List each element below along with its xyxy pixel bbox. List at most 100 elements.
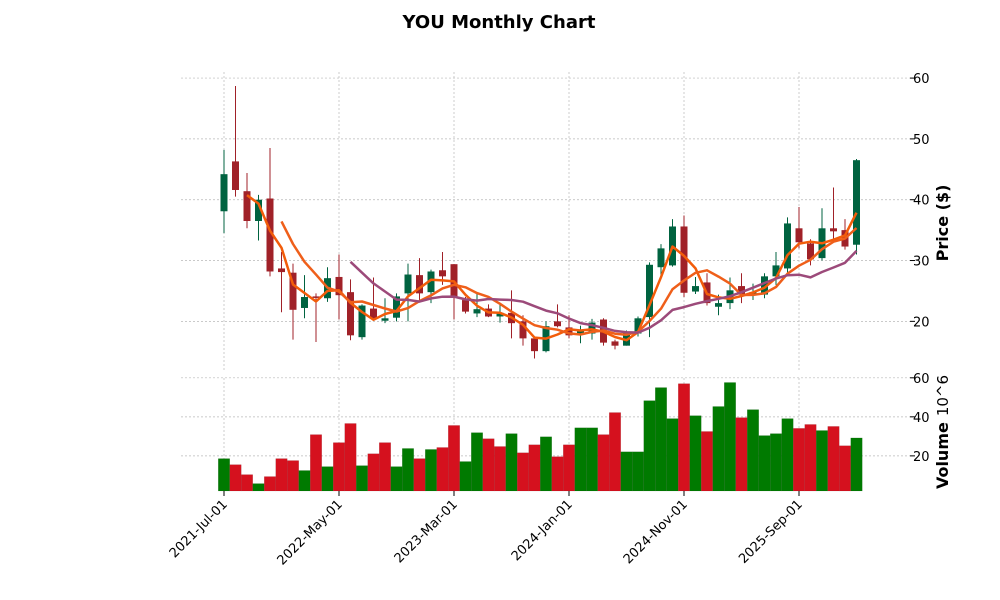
- volume-exponent: 10^6: [934, 375, 952, 416]
- candle-body: [738, 286, 745, 295]
- volume-bar: [620, 451, 633, 492]
- candle-body: [301, 297, 308, 308]
- volume-bar: [666, 418, 679, 492]
- moving-average-3: [246, 194, 858, 342]
- volume-bar: [229, 464, 242, 492]
- volume-bar: [678, 383, 690, 492]
- candle-body: [554, 321, 561, 327]
- volume-bar: [735, 417, 748, 492]
- volume-bar: [839, 445, 851, 492]
- x-tick-label: 2021-Jul-01: [167, 497, 231, 561]
- volume-bar: [379, 442, 391, 492]
- candle-body: [404, 274, 412, 294]
- svg-text:Volume10^6: Volume 10^6: [933, 375, 952, 489]
- candle-body: [347, 292, 354, 336]
- candle-body: [715, 303, 722, 307]
- volume-bar: [494, 446, 506, 492]
- volume-bar: [586, 427, 598, 492]
- volume-bar: [597, 434, 610, 492]
- candle-body: [243, 191, 251, 221]
- candle-body: [692, 286, 699, 292]
- volume-bar: [540, 436, 552, 492]
- volume-bar: [758, 435, 771, 492]
- candle-body: [278, 268, 285, 273]
- volume-bar: [390, 466, 403, 492]
- candle-body: [830, 228, 837, 232]
- volume-bar: [241, 474, 253, 492]
- volume-bar: [804, 424, 817, 492]
- candle-body: [312, 296, 320, 298]
- candle-body: [761, 276, 768, 295]
- volume-bar: [252, 483, 265, 492]
- candle-body: [370, 308, 377, 319]
- moving-average-6: [280, 220, 858, 336]
- price-tick-label: 50: [913, 133, 930, 148]
- candle-body: [634, 318, 642, 334]
- candle-body: [439, 270, 446, 277]
- volume-bar: [609, 412, 621, 492]
- candle-body: [646, 264, 653, 318]
- volume-axis-label: Volume 10^6: [933, 375, 952, 489]
- candle-body: [232, 161, 239, 190]
- volume-bar: [413, 458, 426, 492]
- volume-bar: [356, 465, 368, 492]
- volume-bar: [482, 438, 495, 492]
- candle-body: [289, 272, 297, 310]
- volume-tick-label: 60: [913, 372, 930, 387]
- volume-bar: [505, 433, 518, 492]
- candle-body: [611, 341, 619, 346]
- moving-average-12: [349, 250, 858, 334]
- volume-bar: [275, 458, 288, 492]
- candle-body: [531, 338, 538, 352]
- candle-body: [496, 312, 504, 317]
- x-tick-label: 2022-May-01: [275, 497, 346, 568]
- volume-bar: [770, 433, 782, 492]
- volume-bar: [724, 382, 736, 492]
- volume-bar: [712, 406, 725, 492]
- candle-body: [807, 243, 814, 260]
- x-tick-label: 2024-Nov-01: [621, 497, 691, 567]
- volume-bar: [402, 448, 414, 492]
- volume-bar: [574, 427, 587, 492]
- candle-body: [416, 275, 423, 294]
- volume-bar: [218, 458, 230, 492]
- candle-body: [358, 305, 366, 338]
- candle-body: [565, 327, 573, 336]
- volume-bar: [643, 400, 656, 492]
- volume-bar: [298, 470, 311, 492]
- candle-body: [853, 160, 860, 245]
- volume-bar: [310, 434, 322, 492]
- volume-bar: [436, 447, 449, 492]
- moving-averages: [246, 194, 858, 342]
- candle-body: [381, 318, 389, 321]
- volume-bar: [471, 432, 483, 492]
- candle-body: [784, 223, 791, 269]
- volume-bar: [321, 466, 334, 492]
- candle-body: [657, 248, 665, 268]
- volume-bar: [563, 444, 575, 492]
- volume-tick-label: 20: [913, 450, 930, 465]
- candle-body: [393, 296, 400, 318]
- volume-bar: [333, 442, 345, 492]
- volume-tick-label: 40: [913, 411, 930, 426]
- chart-title: YOU Monthly Chart: [402, 12, 596, 33]
- volume-bar: [781, 418, 794, 492]
- x-tick-label: 2025-Sep-01: [736, 497, 806, 567]
- volume-bar: [448, 425, 460, 492]
- volume-bar: [701, 431, 713, 492]
- candle-body: [795, 228, 803, 243]
- volume-bar: [287, 460, 299, 492]
- candle-body: [266, 198, 274, 272]
- volume-bar: [264, 476, 276, 492]
- candle-body: [588, 322, 596, 334]
- volume-bar: [344, 423, 357, 492]
- volume-bar: [816, 430, 828, 492]
- axes: 20 30 40 50 60 20 40 60 2021-Jul-01 2022-May-01 20…: [167, 72, 930, 568]
- candle-body: [772, 265, 780, 277]
- volume-bar: [367, 453, 380, 492]
- volume-bar: [459, 461, 472, 492]
- candle-body: [427, 271, 435, 293]
- volume-bar: [425, 449, 437, 492]
- candle-body: [335, 276, 343, 296]
